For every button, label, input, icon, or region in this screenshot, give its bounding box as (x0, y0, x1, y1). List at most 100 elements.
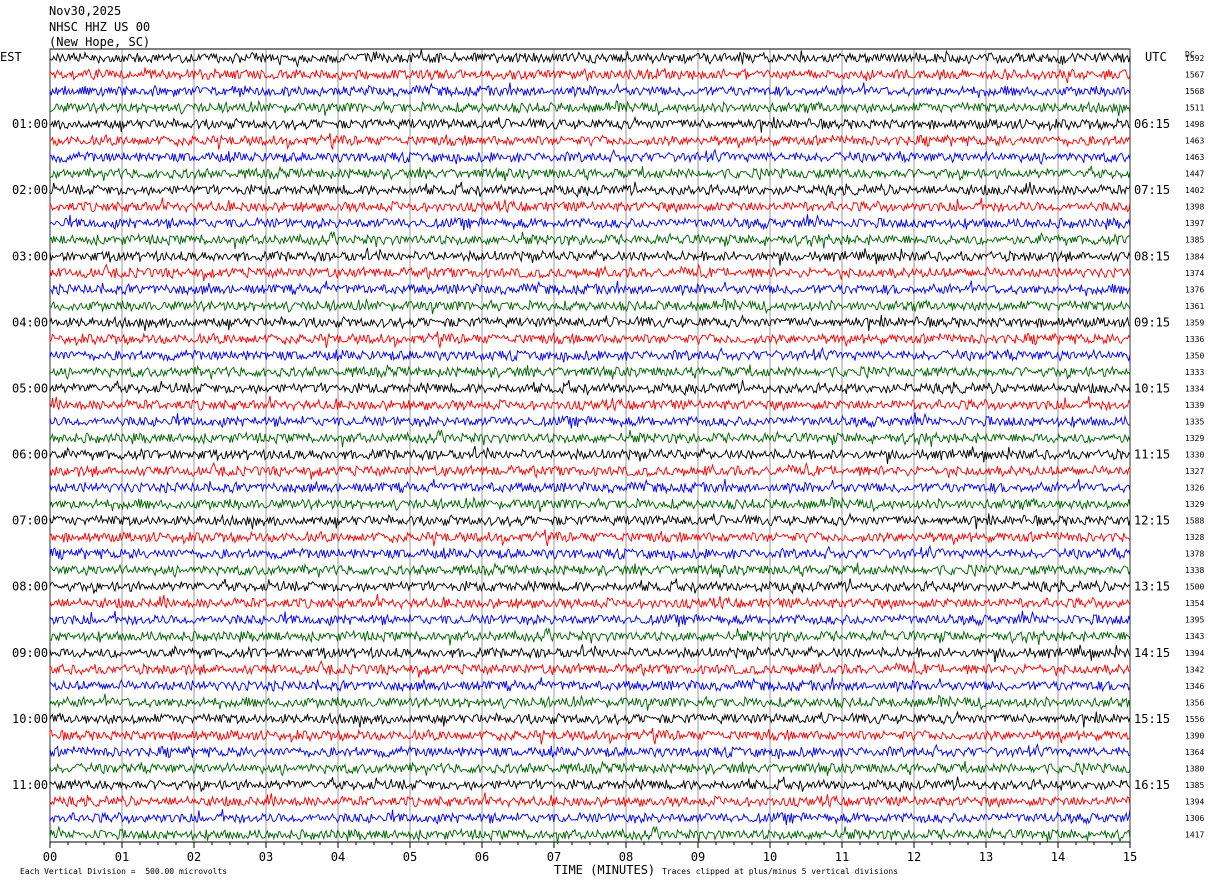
x-tick-label: 10 (763, 850, 777, 864)
x-tick-label: 02 (187, 850, 201, 864)
dc-offset-value: 1338 (1185, 566, 1204, 575)
seismic-trace (50, 793, 1130, 807)
x-tick-label: 11 (835, 850, 849, 864)
seismic-trace (50, 150, 1130, 164)
dc-offset-value: 1326 (1185, 484, 1204, 493)
seismic-trace (50, 182, 1130, 197)
seismic-trace (50, 380, 1130, 395)
dc-offset-value: 1327 (1185, 467, 1204, 476)
x-tick-label: 03 (259, 850, 273, 864)
dc-offset-value: 1394 (1185, 649, 1204, 658)
dc-offset-value: 1385 (1185, 781, 1204, 790)
x-tick-label: 15 (1123, 850, 1137, 864)
dc-offset-value: 1402 (1185, 186, 1204, 195)
x-tick-label: 14 (1051, 850, 1065, 864)
seismic-trace (50, 248, 1130, 266)
dc-offset-value: 1500 (1185, 583, 1204, 592)
dc-offset-value: 1395 (1185, 616, 1204, 625)
dc-offset-value: 1588 (1185, 517, 1204, 526)
seismic-trace (50, 198, 1130, 212)
dc-offset-value: 1385 (1185, 236, 1204, 245)
est-hour-label: 09:00 (12, 646, 48, 660)
est-hour-label: 02:00 (12, 183, 48, 197)
est-hour-label: 07:00 (12, 514, 48, 528)
est-hour-label: 05:00 (12, 381, 48, 395)
x-tick-label: 04 (331, 850, 345, 864)
dc-offset-value: 1336 (1185, 335, 1204, 344)
clip-note: Traces clipped at plus/minus 5 vertical … (662, 868, 898, 876)
utc-hour-label: 14:15 (1134, 646, 1170, 660)
seismic-trace (50, 315, 1130, 331)
x-tick-label: 01 (115, 850, 129, 864)
dc-offset-value: 1328 (1185, 533, 1204, 542)
dc-offset-value: 1359 (1185, 318, 1204, 327)
dc-offset-value: 1417 (1185, 830, 1204, 839)
scale-note: Each Vertical Division = 500.00 microvol… (20, 868, 227, 876)
utc-hour-label: 11:15 (1134, 448, 1170, 462)
seismic-trace (50, 50, 1130, 67)
seismic-trace (50, 661, 1130, 678)
dc-offset-value: 1330 (1185, 451, 1204, 460)
seismic-trace (50, 594, 1130, 608)
dc-offset-value: 1329 (1185, 500, 1204, 509)
dc-offset-value: 1346 (1185, 682, 1204, 691)
seismic-trace (50, 677, 1130, 691)
dc-offset-value: 1397 (1185, 219, 1204, 228)
dc-offset-value: 1364 (1185, 748, 1204, 757)
est-hour-label: 04:00 (12, 315, 48, 329)
seismic-trace (50, 331, 1130, 348)
dc-offset-value: 1339 (1185, 401, 1204, 410)
seismic-trace (50, 513, 1130, 529)
x-tick-label: 06 (475, 850, 489, 864)
dc-offset-value: 1498 (1185, 120, 1204, 129)
dc-offset-value: 1556 (1185, 715, 1204, 724)
dc-offset-value: 1567 (1185, 71, 1204, 80)
dc-offset-value: 1374 (1185, 269, 1204, 278)
dc-offset-value: 1463 (1185, 137, 1204, 146)
dc-offset-value: 1384 (1185, 252, 1204, 261)
utc-hour-label: 13:15 (1134, 580, 1170, 594)
seismic-trace (50, 712, 1130, 728)
dc-offset-value: 1390 (1185, 731, 1204, 740)
dc-offset-value: 1447 (1185, 170, 1204, 179)
seismic-trace (50, 365, 1130, 380)
x-tick-label: 00 (43, 850, 57, 864)
seismic-trace (50, 281, 1130, 296)
dc-offset-value: 1335 (1185, 417, 1204, 426)
seismic-trace (50, 214, 1130, 230)
x-axis-title: TIME (MINUTES) (554, 864, 655, 876)
seismic-trace (50, 563, 1130, 578)
dc-offset-value: 1350 (1185, 351, 1204, 360)
seismic-trace (50, 133, 1130, 150)
dc-offset-value: 1329 (1185, 434, 1204, 443)
x-tick-label: 07 (547, 850, 561, 864)
utc-hour-label: 10:15 (1134, 381, 1170, 395)
utc-hour-label: 06:15 (1134, 117, 1170, 131)
seismic-trace (50, 497, 1130, 512)
seismic-trace (50, 546, 1130, 560)
plot-frame (50, 49, 1130, 842)
utc-hour-label: 08:15 (1134, 249, 1170, 263)
seismic-trace (50, 694, 1130, 711)
utc-hour-label: 12:15 (1134, 514, 1170, 528)
dc-offset-value: 1568 (1185, 87, 1204, 96)
dc-offset-value: 1380 (1185, 764, 1204, 773)
seismic-trace (50, 761, 1130, 776)
dc-offset-value: 1378 (1185, 550, 1204, 559)
dc-offset-value: 1343 (1185, 632, 1204, 641)
seismic-trace (50, 430, 1130, 447)
seismic-trace (50, 628, 1130, 645)
seismic-trace (50, 299, 1130, 314)
x-tick-label: 09 (691, 850, 705, 864)
dc-offset-value: 1306 (1185, 814, 1204, 823)
seismic-trace (50, 68, 1130, 84)
seismic-trace (50, 479, 1130, 493)
seismic-trace (50, 83, 1130, 98)
dc-offset-value: 1592 (1185, 54, 1204, 63)
dc-offset-value: 1361 (1185, 302, 1204, 311)
utc-hour-label: 16:15 (1134, 778, 1170, 792)
dc-offset-value: 1463 (1185, 153, 1204, 162)
seismic-trace (50, 827, 1130, 844)
dc-offset-value: 1356 (1185, 698, 1204, 707)
